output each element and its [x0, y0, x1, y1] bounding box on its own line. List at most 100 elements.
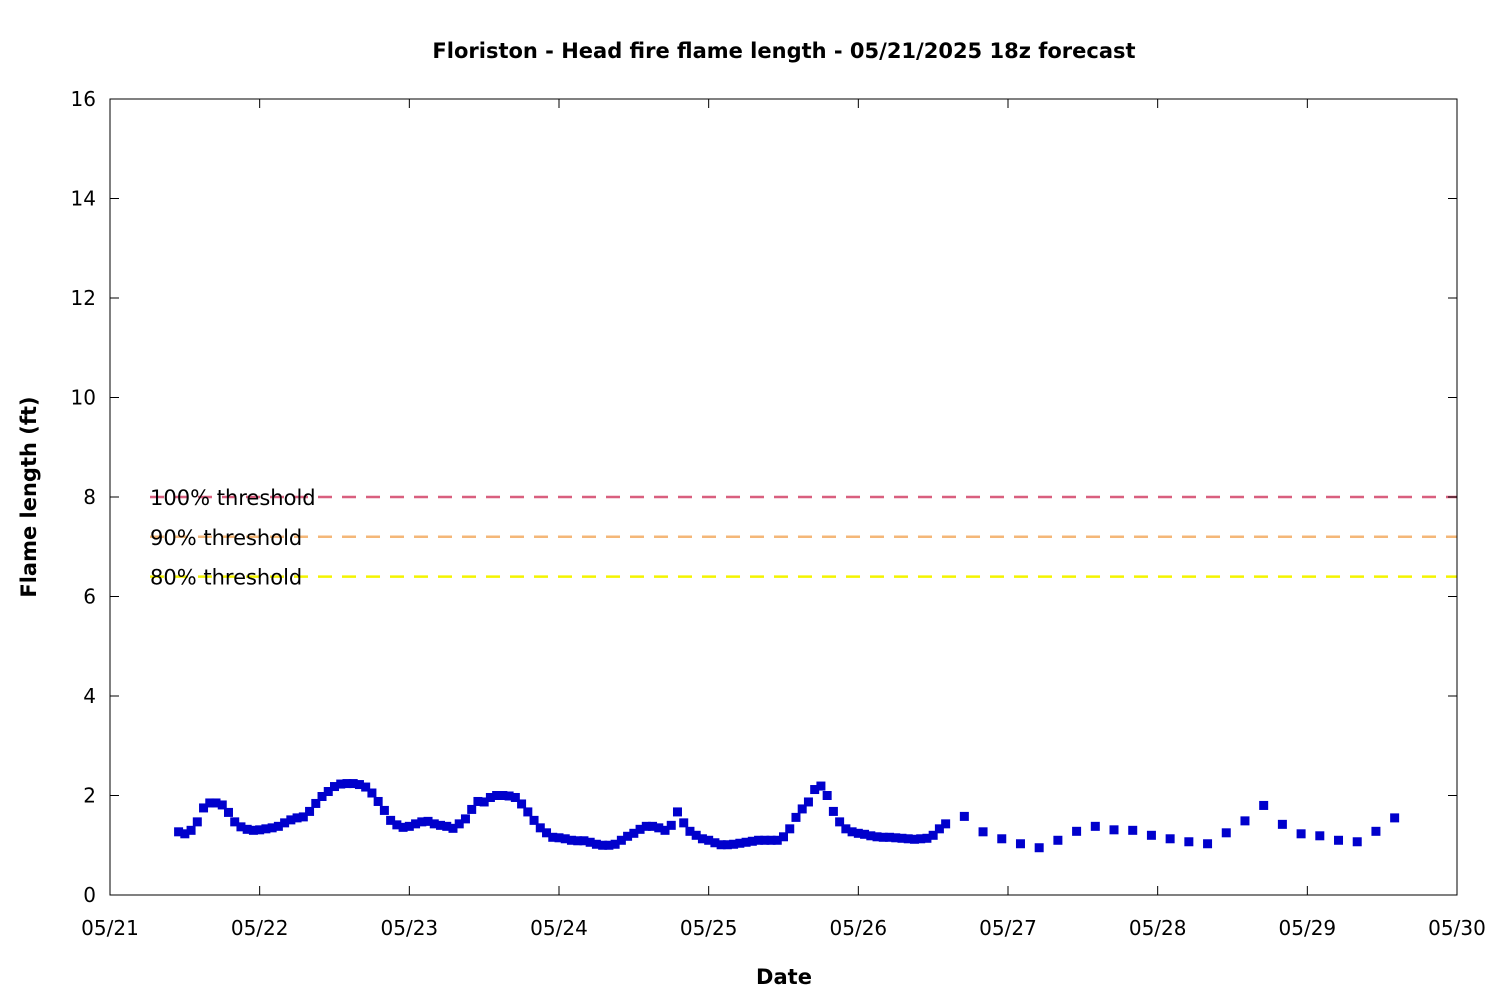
data-point [560, 834, 570, 844]
data-point [810, 785, 820, 795]
data-point [591, 839, 601, 849]
data-point [542, 828, 552, 838]
data-point [573, 836, 583, 846]
data-point [1277, 819, 1287, 829]
data-point [729, 839, 739, 849]
data-point [448, 823, 458, 833]
data-point [548, 832, 558, 842]
data-point [423, 816, 433, 826]
data-point [704, 835, 714, 845]
data-point [1090, 821, 1100, 831]
data-point [660, 825, 670, 835]
data-point [1371, 826, 1381, 836]
data-point [230, 817, 240, 827]
data-point [666, 820, 676, 830]
data-point [616, 835, 626, 845]
data-point [1128, 825, 1138, 835]
data-point [199, 803, 209, 813]
data-point [1109, 825, 1119, 835]
data-point [255, 825, 265, 835]
y-axis-label: Flame length (ft) [17, 396, 41, 597]
data-point [785, 824, 795, 834]
data-point [404, 821, 414, 831]
data-point [361, 782, 371, 792]
data-point [1221, 828, 1231, 838]
x-tick-label: 05/23 [381, 916, 439, 940]
data-point [261, 824, 271, 834]
data-point [779, 832, 788, 842]
data-point [523, 807, 533, 817]
data-point [791, 812, 801, 822]
data-point [429, 819, 439, 829]
data-point [1184, 837, 1194, 847]
data-point [754, 835, 764, 845]
data-point [697, 834, 707, 844]
x-tick-label: 05/28 [1129, 916, 1187, 940]
data-point [398, 822, 408, 832]
data-point [847, 827, 857, 837]
x-tick-label: 05/30 [1428, 916, 1486, 940]
data-point [1203, 839, 1213, 849]
data-point [236, 822, 246, 832]
data-point [1334, 835, 1344, 845]
data-point [342, 779, 352, 789]
data-point [928, 830, 938, 840]
data-point [473, 796, 483, 806]
data-point [1015, 839, 1025, 849]
data-point [1240, 816, 1250, 826]
x-axis: 05/21 05/22 05/23 05/24 05/25 05/26 05/27 05/28… [81, 99, 1486, 940]
data-point [860, 829, 870, 839]
data-point [566, 835, 576, 845]
y-tick-label: 14 [71, 187, 96, 211]
data-point [1034, 843, 1044, 853]
legend-label-1: 100% threshold [150, 486, 316, 510]
data-point [460, 814, 470, 824]
x-tick-label: 05/24 [530, 916, 588, 940]
data-point [747, 836, 757, 846]
data-point [997, 834, 1007, 844]
y-tick-label: 2 [83, 784, 96, 808]
data-point [479, 797, 489, 807]
data-point [529, 815, 539, 825]
y-tick-label: 8 [83, 485, 96, 509]
x-tick-label: 05/22 [231, 916, 289, 940]
data-point [816, 781, 826, 791]
data-point [897, 833, 907, 843]
legend-label-2: 90% threshold [150, 526, 302, 550]
data-point [916, 834, 926, 844]
data-point [504, 791, 514, 801]
data-point [217, 800, 227, 810]
data-point [797, 804, 807, 814]
data-point [454, 819, 464, 829]
y-tick-label: 10 [71, 386, 96, 410]
data-point [330, 782, 339, 792]
data-point [610, 839, 620, 849]
data-point [866, 831, 876, 841]
data-point [903, 834, 913, 844]
data-point [1390, 813, 1400, 823]
y-tick-label: 12 [71, 286, 96, 310]
data-point [735, 838, 745, 848]
data-point [305, 806, 315, 816]
data-point [317, 791, 327, 801]
data-point [336, 779, 346, 789]
data-point [286, 815, 296, 825]
data-point [1165, 834, 1175, 844]
data-point [598, 840, 608, 850]
data-point [941, 819, 951, 829]
data-point [1053, 835, 1063, 845]
data-point [922, 833, 932, 843]
data-point [710, 838, 720, 848]
data-point [517, 799, 527, 809]
data-point [223, 807, 233, 817]
data-point [716, 840, 726, 850]
data-point [691, 830, 701, 840]
data-point [186, 825, 196, 835]
data-point [298, 812, 308, 822]
data-point [679, 818, 689, 828]
data-point [909, 834, 919, 844]
data-point [585, 837, 595, 847]
data-point [822, 791, 832, 800]
data-point [760, 835, 770, 845]
